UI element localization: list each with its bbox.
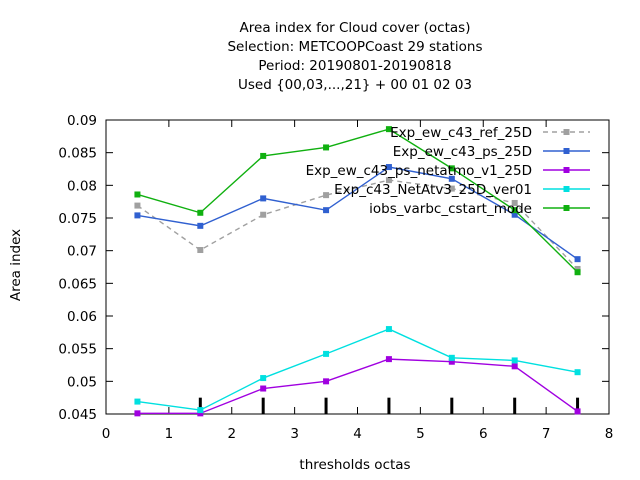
series-point bbox=[511, 199, 518, 206]
y-tick-label: 0.07 bbox=[67, 244, 97, 260]
y-axis-label: Area index bbox=[8, 229, 24, 301]
series-point bbox=[323, 350, 330, 357]
x-tick-label: 8 bbox=[605, 426, 614, 442]
series-point bbox=[574, 265, 581, 272]
y-tick-label: 0.09 bbox=[67, 113, 97, 129]
series-point bbox=[511, 207, 518, 214]
series-point bbox=[385, 356, 392, 363]
series-point bbox=[260, 195, 267, 202]
legend-swatch-marker bbox=[563, 167, 570, 173]
series-point bbox=[574, 256, 581, 263]
y-tick-label: 0.05 bbox=[67, 374, 97, 390]
series-point bbox=[197, 247, 204, 254]
legend-label: iobs_varbc_cstart_mode bbox=[369, 201, 532, 217]
series-group bbox=[134, 126, 581, 417]
x-tick-label: 3 bbox=[290, 426, 299, 442]
series-point bbox=[260, 211, 267, 218]
x-axis: 0 1 2 3 4 5 6 7 8 bbox=[102, 120, 614, 442]
x-tick-label: 6 bbox=[479, 426, 488, 442]
series-point bbox=[511, 363, 518, 370]
chart-title: Area index for Cloud cover (octas) Select… bbox=[227, 20, 482, 93]
series-line bbox=[137, 166, 578, 260]
series-point bbox=[323, 192, 330, 199]
x-tick-label: 4 bbox=[353, 426, 362, 442]
legend-swatch-marker bbox=[563, 205, 570, 211]
legend-label: Exp_c43_NetAtv3_25D_ver01 bbox=[334, 182, 532, 198]
series-point bbox=[323, 378, 330, 385]
series-point bbox=[574, 408, 581, 415]
x-tick-label: 0 bbox=[102, 426, 111, 442]
legend-swatch-marker bbox=[563, 186, 570, 192]
legend-swatch-marker bbox=[563, 129, 570, 135]
y-tick-label: 0.085 bbox=[58, 146, 97, 162]
y-tick-label: 0.06 bbox=[67, 309, 97, 325]
series-point bbox=[197, 407, 204, 414]
series-point bbox=[448, 175, 455, 182]
series-point bbox=[134, 410, 141, 417]
y-tick-label: 0.045 bbox=[58, 407, 97, 423]
series-point bbox=[197, 410, 204, 417]
y-tick-label: 0.065 bbox=[58, 276, 97, 292]
series-point bbox=[134, 191, 141, 198]
series-point bbox=[385, 177, 392, 184]
legend-label: Exp_ew_c43_ps_25D bbox=[393, 144, 532, 160]
title-line: Used {00,03,...,21} + 00 01 02 03 bbox=[238, 77, 472, 93]
series-line bbox=[137, 358, 578, 415]
x-tick-label: 2 bbox=[227, 426, 236, 442]
series-point bbox=[574, 369, 581, 376]
series-point bbox=[134, 212, 141, 219]
title-line: Period: 20190801-20190818 bbox=[258, 58, 451, 74]
series-point bbox=[323, 207, 330, 214]
series-point bbox=[260, 385, 267, 392]
series-point bbox=[260, 375, 267, 382]
series-point bbox=[574, 269, 581, 276]
y-tick-label: 0.075 bbox=[58, 211, 97, 227]
y-axis: 0.045 0.05 0.055 0.06 0.065 0.07 0.075 0.08 0.08… bbox=[58, 113, 609, 423]
series-point bbox=[385, 326, 392, 333]
series-line bbox=[137, 328, 578, 411]
series-point bbox=[448, 354, 455, 361]
series-point bbox=[197, 209, 204, 216]
series-point bbox=[323, 144, 330, 151]
x-tick-label: 1 bbox=[165, 426, 174, 442]
title-line: Selection: METCOOPCoast 29 stations bbox=[227, 39, 482, 55]
series-point bbox=[134, 398, 141, 405]
series-point bbox=[511, 211, 518, 218]
series-point bbox=[134, 202, 141, 209]
x-tick-label: 5 bbox=[416, 426, 425, 442]
legend: Exp_ew_c43_ref_25D Exp_ew_c43_ps_25D Exp_e… bbox=[306, 125, 590, 217]
series-point bbox=[385, 164, 392, 171]
legend-label: Exp_ew_c43_ps_netatmo_v1_25D bbox=[306, 163, 532, 179]
x-axis-label: thresholds octas bbox=[299, 457, 410, 473]
series-line bbox=[137, 179, 579, 270]
y-tick-label: 0.055 bbox=[58, 342, 97, 358]
legend-label: Exp_ew_c43_ref_25D bbox=[390, 125, 532, 141]
series-point bbox=[448, 165, 455, 172]
title-line: Area index for Cloud cover (octas) bbox=[240, 20, 471, 36]
series-point bbox=[260, 152, 267, 159]
series-point bbox=[197, 222, 204, 229]
y-tick-label: 0.08 bbox=[67, 178, 97, 194]
bar-markers bbox=[198, 397, 580, 414]
legend-swatch-marker bbox=[563, 148, 570, 154]
series-line bbox=[137, 128, 579, 273]
x-tick-label: 7 bbox=[542, 426, 551, 442]
series-point bbox=[448, 358, 455, 365]
series-point bbox=[511, 357, 518, 364]
series-point bbox=[385, 126, 392, 133]
series-point bbox=[448, 185, 455, 192]
